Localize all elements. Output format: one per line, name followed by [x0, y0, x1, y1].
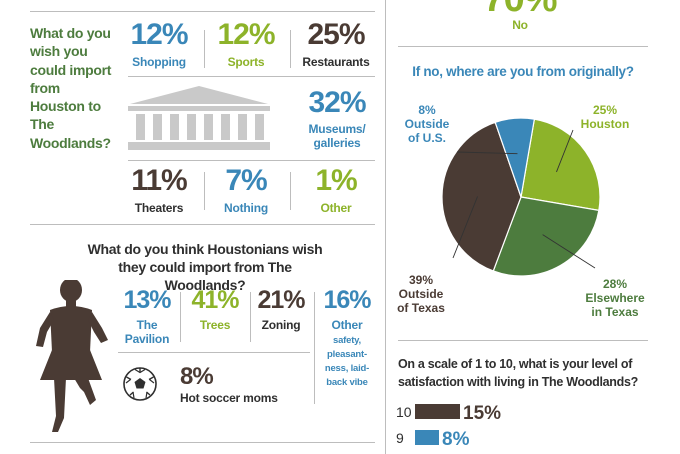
- stat-value: 21%: [257, 286, 305, 314]
- stat-value: 41%: [191, 286, 239, 314]
- pie-label: 25% Houston: [581, 103, 630, 131]
- satisfaction-bar: [415, 404, 460, 419]
- column-divider: [385, 0, 386, 454]
- pie-label: 28% Elsewhere in Texas: [585, 277, 645, 319]
- rule: [118, 352, 310, 353]
- rule: [128, 160, 375, 161]
- stat-soccer-moms: 8% Hot soccer moms: [180, 363, 310, 406]
- stat-museums: 32% Museums/ galleries: [300, 88, 374, 151]
- woman-silhouette-icon: [36, 280, 108, 432]
- stat-label: The Pavilion: [124, 318, 170, 347]
- houston-question: What do you think Houstonians wish they …: [87, 241, 323, 293]
- divider: [290, 172, 291, 210]
- pie-slice-outside-of-texas: [441, 121, 522, 272]
- satisfaction-value: 8%: [442, 429, 470, 450]
- stat-trees: 41% Trees: [186, 286, 244, 333]
- stat-value: 8%: [180, 363, 214, 390]
- satisfaction-question: On a scale of 1 to 10, what is your leve…: [398, 357, 638, 389]
- stat-label: Sports: [227, 55, 265, 69]
- stat-label: Hot soccer moms: [180, 391, 278, 405]
- pie-leader-line: [452, 196, 478, 259]
- stat-label: Trees: [199, 318, 231, 332]
- stat-value: 16%: [323, 286, 371, 314]
- stat-sports: 12% Sports: [215, 18, 277, 70]
- stat-value: 11%: [131, 164, 187, 197]
- stat-label: Museums/ galleries: [308, 122, 366, 151]
- divider: [180, 292, 181, 342]
- stat-theaters: 11% Theaters: [128, 164, 190, 216]
- pie-slice-houston: [520, 118, 601, 212]
- stat-value: 25%: [307, 18, 365, 51]
- soccer-ball-icon: [123, 367, 157, 401]
- stat-shopping: 12% Shopping: [128, 18, 190, 70]
- rule: [398, 46, 648, 47]
- rule: [398, 340, 648, 341]
- pie-leader-line: [456, 151, 518, 155]
- museum-icon: [128, 86, 270, 150]
- stat-label: Zoning: [261, 318, 301, 332]
- stat-label: Shopping: [132, 55, 186, 69]
- pie-leader-line: [556, 129, 574, 173]
- stat-value: 12%: [130, 18, 188, 51]
- divider: [314, 292, 315, 404]
- stat-value: 32%: [308, 86, 366, 119]
- stat-note: safety, pleasant-ness, laid-back vibe: [324, 335, 370, 389]
- section-rule: [30, 224, 375, 225]
- divider: [204, 172, 205, 210]
- stat-label: Restaurants: [302, 55, 370, 69]
- origin-pie-chart: 25% Houston 28% Elsewhere in Texas 39% Outside…: [397, 103, 645, 319]
- pie-label: 8% Outside of U.S.: [405, 103, 450, 145]
- stat-value: 70%: [460, 0, 580, 18]
- divider: [250, 292, 251, 342]
- satisfaction-bar: [415, 430, 439, 445]
- stat-label: Other: [331, 318, 363, 332]
- stat-label: Other: [320, 201, 352, 215]
- stat-value: 12%: [217, 18, 275, 51]
- pie-title: If no, where are you from originally?: [412, 64, 634, 79]
- stat-nothing: 7% Nothing: [215, 164, 277, 216]
- stat-value: 13%: [123, 286, 171, 314]
- satisfaction-score: 10: [396, 404, 412, 420]
- rule: [128, 76, 375, 77]
- stat-no-label: No: [512, 18, 528, 32]
- satisfaction-bar-chart: 10 15% 9 8%: [396, 403, 501, 450]
- stat-houston-other: 16% Other safety, pleasant-ness, laid-ba…: [318, 288, 376, 390]
- pie-leader-line: [542, 234, 596, 269]
- stat-restaurants: 25% Restaurants: [298, 18, 374, 70]
- import-question: What do you wish you could import from H…: [30, 25, 112, 151]
- stat-zoning: 21% Zoning: [253, 286, 309, 333]
- stat-no: 70%: [460, 0, 580, 18]
- satisfaction-score: 9: [396, 430, 404, 446]
- pie-label: 39% Outside of Texas: [397, 273, 445, 315]
- stat-value: 7%: [225, 164, 267, 197]
- divider: [290, 30, 291, 68]
- stat-other: 1% Other: [298, 164, 374, 216]
- divider: [204, 30, 205, 68]
- satisfaction-value: 15%: [463, 403, 501, 424]
- stat-label: Theaters: [134, 201, 184, 215]
- stat-label: Nothing: [224, 201, 268, 215]
- stat-pavilion: 13% The Pavilion: [118, 288, 176, 347]
- top-rule: [30, 11, 375, 12]
- stat-value: 1%: [315, 164, 357, 197]
- pie-slice-outside-of-u-s: [494, 117, 536, 198]
- bottom-rule: [30, 442, 375, 443]
